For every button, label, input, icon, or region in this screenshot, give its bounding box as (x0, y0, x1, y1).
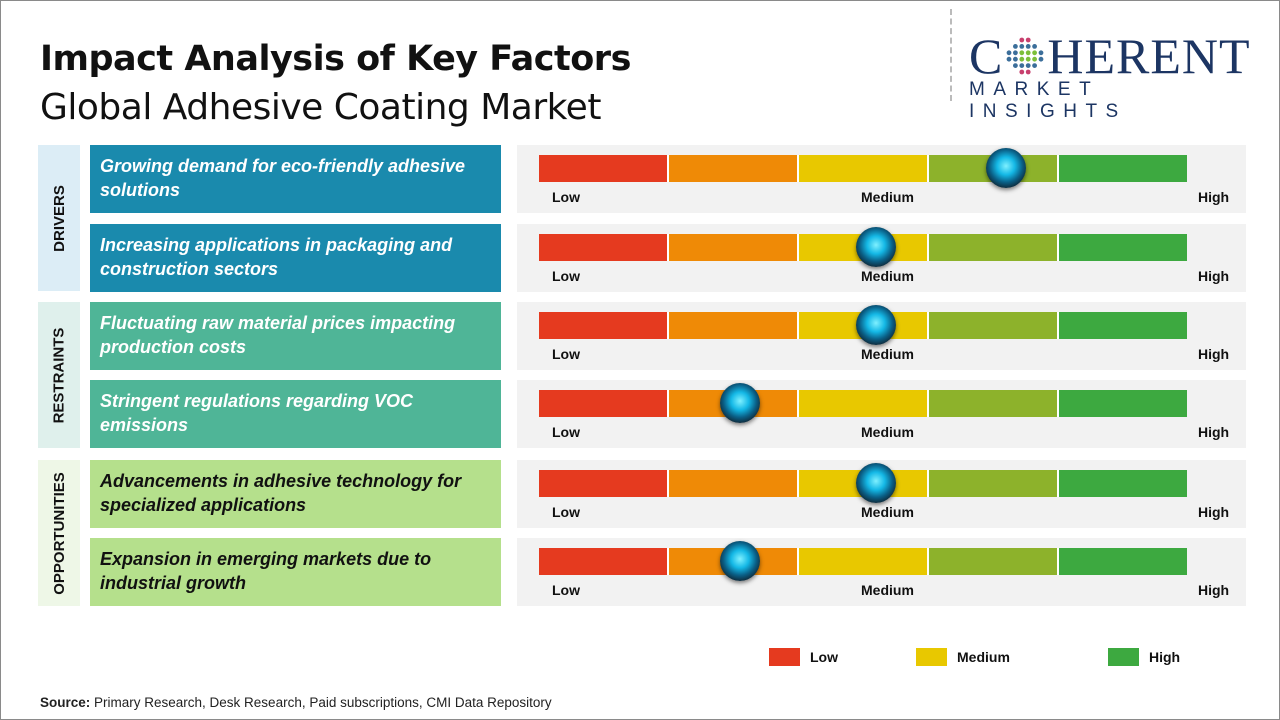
scale-medium: Medium (861, 189, 914, 205)
gauge-segment (929, 312, 1059, 339)
legend-swatch (1108, 648, 1139, 666)
impact-indicator (855, 227, 896, 267)
scale-low: Low (552, 504, 580, 520)
source-note: Source: Primary Research, Desk Research,… (40, 695, 552, 710)
scale-low: Low (552, 424, 580, 440)
gauge-segment (539, 312, 669, 339)
legend-item: Medium (916, 648, 1010, 666)
scale-high: High (1198, 582, 1230, 598)
gauge-bar (539, 390, 1187, 417)
gauge-segment (669, 312, 799, 339)
factor-text: Increasing applications in packaging and… (90, 224, 501, 292)
page-title: Impact Analysis of Key Factors (40, 39, 631, 79)
legend-swatch (916, 648, 947, 666)
legend-swatch (769, 648, 800, 666)
gauge-segment (799, 390, 929, 417)
gauge-segment (929, 390, 1059, 417)
factor-text: Expansion in emerging markets due to ind… (90, 538, 501, 606)
impact-indicator (855, 305, 896, 345)
source-text: Primary Research, Desk Research, Paid su… (90, 695, 552, 710)
gauge-segment (929, 470, 1059, 497)
legend-item: High (1108, 648, 1180, 666)
scale-high: High (1198, 189, 1230, 205)
impact-gauge: Low Medium High (517, 460, 1246, 528)
impact-gauge: Low Medium High (517, 224, 1246, 292)
logo-letter: C (969, 28, 1004, 84)
gauge-bar (539, 155, 1187, 182)
gauge-segment (1059, 234, 1187, 261)
impact-indicator (719, 541, 760, 581)
scale-low: Low (552, 346, 580, 362)
scale-medium: Medium (861, 346, 914, 362)
factor-text: Growing demand for eco-friendly adhesive… (90, 145, 501, 213)
category-label-restraints: RESTRAINTS (38, 302, 80, 448)
gauge-segment (669, 155, 799, 182)
gauge-segment (539, 548, 669, 575)
scale-medium: Medium (861, 424, 914, 440)
impact-gauge: Low Medium High (517, 302, 1246, 370)
logo: C HERENT MARKET INSIGHTS (969, 31, 1261, 123)
logo-tagline: MARKET INSIGHTS (969, 79, 1127, 122)
gauge-segment (1059, 312, 1187, 339)
impact-indicator (719, 383, 760, 423)
gauge-bar (539, 548, 1187, 575)
legend-label: Medium (957, 649, 1010, 665)
impact-gauge: Low Medium High (517, 380, 1246, 448)
factor-text: Stringent regulations regarding VOC emis… (90, 380, 501, 448)
scale-low: Low (552, 268, 580, 284)
factor-text: Fluctuating raw material prices impactin… (90, 302, 501, 370)
scale-high: High (1198, 268, 1230, 284)
gauge-segment (929, 234, 1059, 261)
impact-gauge: Low Medium High (517, 145, 1246, 213)
scale-high: High (1198, 346, 1230, 362)
gauge-segment (1059, 548, 1187, 575)
category-name: OPPORTUNITIES (50, 471, 68, 595)
gauge-segment (799, 155, 929, 182)
gauge-segment (929, 548, 1059, 575)
category-name: RESTRAINTS (50, 327, 68, 423)
category-name: DRIVERS (50, 184, 68, 252)
gauge-segment (669, 234, 799, 261)
gauge-segment (539, 470, 669, 497)
gauge-segment (1059, 155, 1187, 182)
legend-item: Low (769, 648, 838, 666)
gauge-bar (539, 312, 1187, 339)
category-label-drivers: DRIVERS (38, 145, 80, 291)
gauge-segment (539, 155, 669, 182)
impact-gauge: Low Medium High (517, 538, 1246, 606)
impact-indicator (855, 463, 896, 503)
gauge-segment (669, 470, 799, 497)
gauge-segment (539, 390, 669, 417)
scale-high: High (1198, 504, 1230, 520)
legend-label: Low (810, 649, 838, 665)
scale-low: Low (552, 189, 580, 205)
scale-medium: Medium (861, 504, 914, 520)
source-label: Source: (40, 695, 91, 710)
scale-medium: Medium (861, 582, 914, 598)
scale-high: High (1198, 424, 1230, 440)
category-label-opportunities: OPPORTUNITIES (38, 460, 80, 606)
logo-word: HERENT (1047, 28, 1251, 84)
impact-indicator (985, 148, 1026, 188)
scale-low: Low (552, 582, 580, 598)
legend-label: High (1149, 649, 1181, 665)
gauge-segment (539, 234, 669, 261)
globe-dots-icon (1006, 37, 1044, 75)
gauge-segment (1059, 470, 1187, 497)
gauge-segment (1059, 390, 1187, 417)
divider (950, 9, 952, 101)
scale-medium: Medium (861, 268, 914, 284)
gauge-segment (799, 548, 929, 575)
page-subtitle: Global Adhesive Coating Market (40, 87, 601, 128)
factor-text: Advancements in adhesive technology for … (90, 460, 501, 528)
